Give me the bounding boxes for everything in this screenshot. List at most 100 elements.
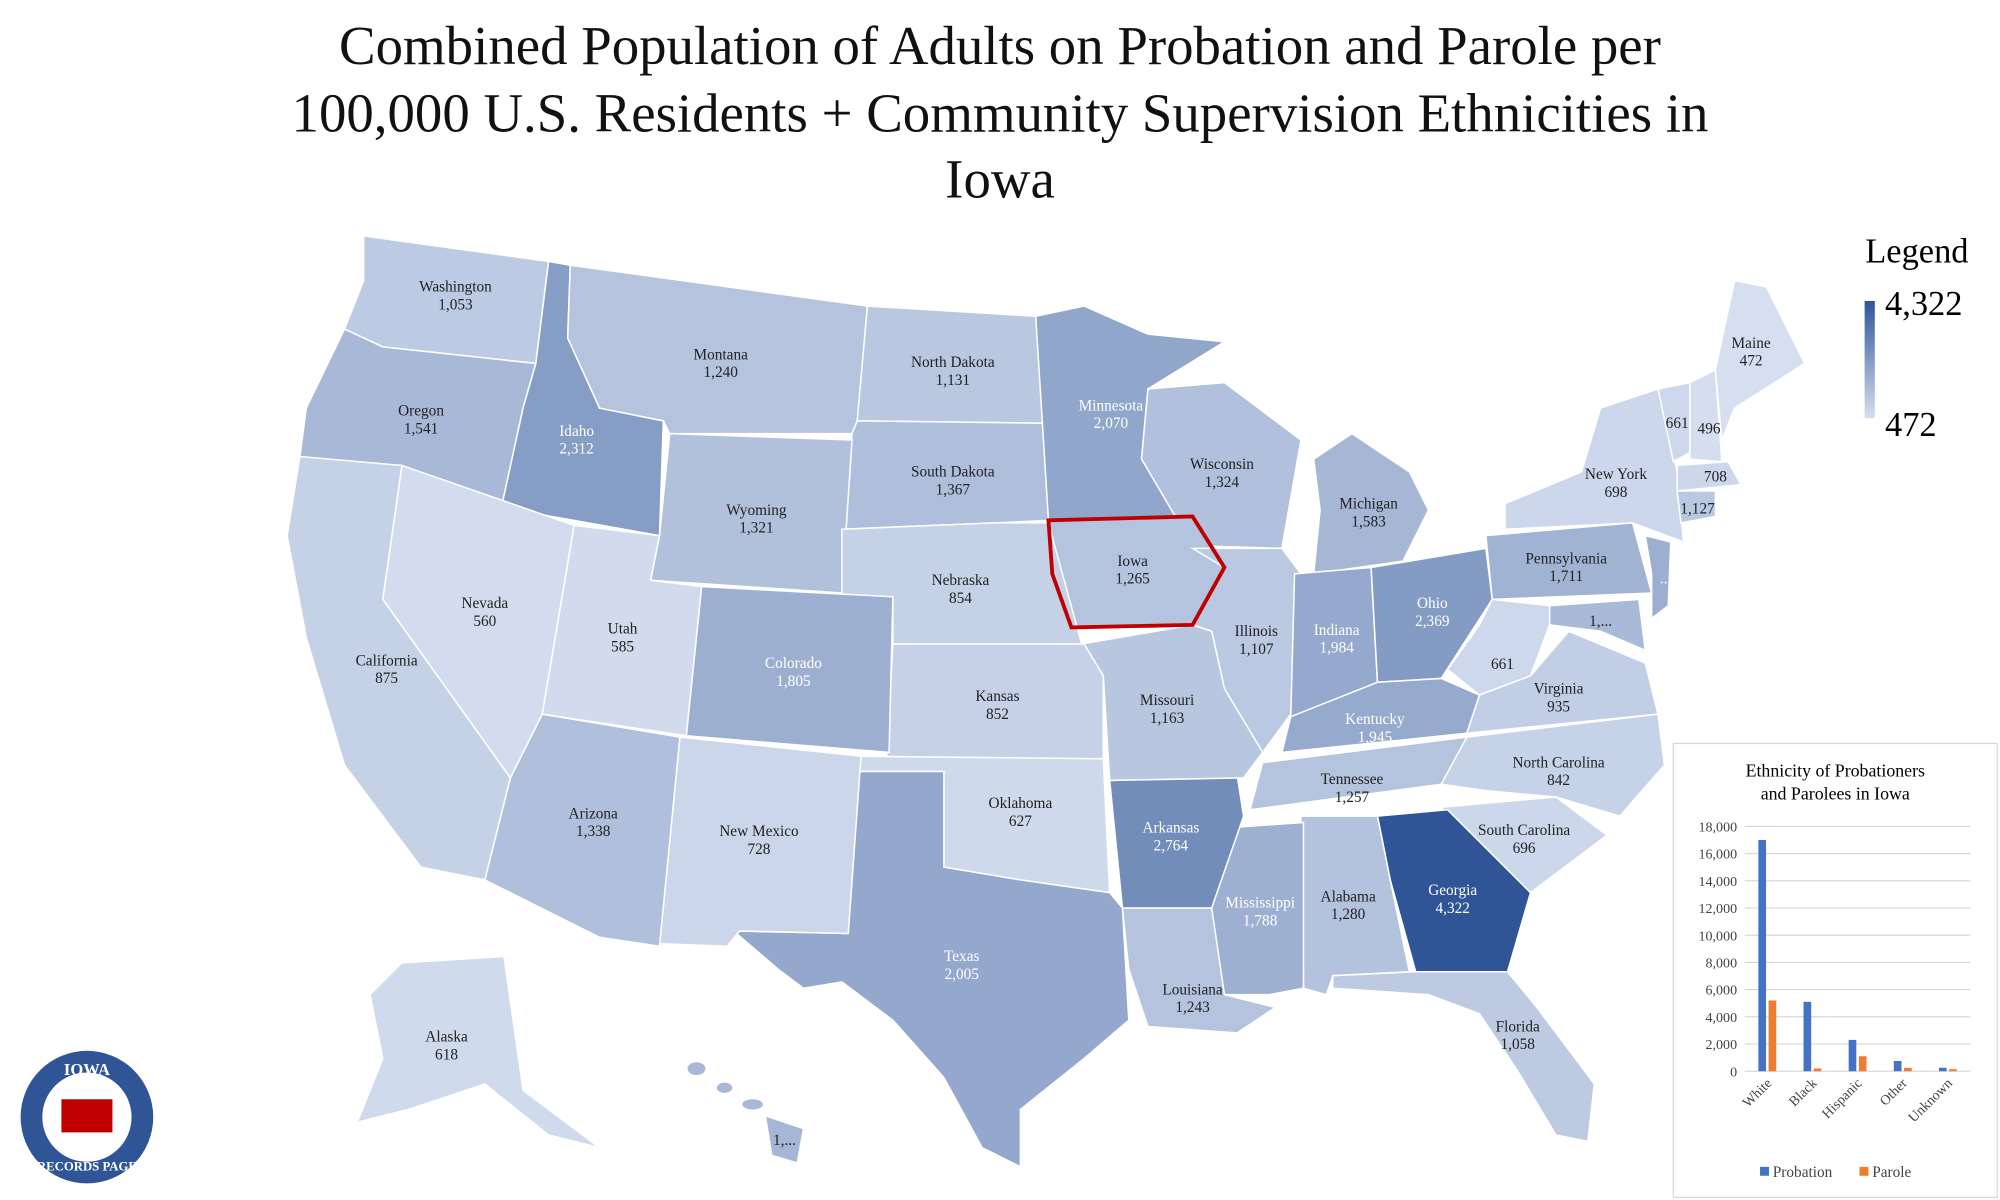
- bar: [1758, 839, 1767, 1072]
- bar: [1848, 1039, 1857, 1072]
- state-name: Texas: [944, 948, 980, 965]
- state-name: South Carolina: [1478, 822, 1570, 839]
- state-value: 854: [949, 590, 972, 607]
- highlight-outline: [1046, 514, 1227, 630]
- state-value: 4,322: [1435, 900, 1469, 917]
- state-value: 1,131: [936, 372, 970, 389]
- state: [1300, 815, 1411, 996]
- state-name: Colorado: [765, 655, 822, 672]
- us-map: [286, 235, 1806, 1169]
- bar: [1768, 1000, 1777, 1072]
- legend: Legend 4,322 472: [1864, 233, 1969, 444]
- hawaii-islands: [687, 1062, 763, 1110]
- state-name: Minnesota: [1079, 397, 1144, 414]
- bar: [1858, 1056, 1867, 1072]
- state-value: 496: [1698, 420, 1721, 437]
- island: [687, 1062, 706, 1076]
- state-value: 2,312: [559, 441, 593, 458]
- state-name: North Carolina: [1512, 754, 1604, 771]
- state: [1676, 490, 1717, 524]
- state-value: 472: [1740, 353, 1763, 370]
- state: [1714, 279, 1806, 441]
- state: [1644, 534, 1672, 621]
- state-name: Alabama: [1321, 888, 1376, 905]
- legend-swatch: [1760, 1166, 1769, 1176]
- state-value: 1,...: [773, 1132, 796, 1149]
- state-value: 1,338: [576, 823, 611, 840]
- bar: [1803, 1001, 1812, 1072]
- state-name: Mississippi: [1225, 895, 1295, 912]
- state-name: Ohio: [1417, 595, 1448, 612]
- state-value: 1,945: [1358, 729, 1393, 746]
- state-value: 1,788: [1243, 913, 1278, 930]
- y-tick-label: 2,000: [1706, 1038, 1738, 1053]
- title-line: Combined Population of Adults on Probati…: [339, 15, 1661, 76]
- state-value: 2,764: [1154, 837, 1189, 854]
- state-name: Idaho: [559, 423, 594, 440]
- state-name: Missouri: [1140, 692, 1194, 709]
- legend-title: Legend: [1865, 233, 1968, 271]
- main-title: Combined Population of Adults on Probati…: [292, 15, 1709, 210]
- state-value: 1,984: [1319, 640, 1354, 657]
- state-value: 1,583: [1351, 513, 1386, 530]
- state-value: 1,257: [1335, 789, 1370, 806]
- state-value: 1,163: [1150, 710, 1185, 727]
- y-tick-label: 10,000: [1699, 929, 1738, 944]
- y-tick-label: 12,000: [1699, 902, 1738, 917]
- state-name: Washington: [419, 279, 492, 296]
- inset-frame: [1672, 742, 1998, 1199]
- state-value: 698: [1604, 484, 1627, 501]
- state-name: Florida: [1496, 1018, 1540, 1035]
- state-name: Arizona: [569, 805, 618, 822]
- state: [731, 770, 1130, 1169]
- title-line: Iowa: [945, 149, 1055, 210]
- state-value: 585: [611, 638, 634, 655]
- state: [1080, 624, 1264, 782]
- logo-top: IOWA: [64, 1060, 110, 1079]
- state-name: Kentucky: [1345, 711, 1405, 728]
- state-value: 1,265: [1115, 571, 1150, 588]
- legend-swatch: [1859, 1166, 1869, 1176]
- state-name: New York: [1585, 466, 1647, 483]
- state-name: Oregon: [398, 402, 444, 419]
- logo-figures: [61, 1099, 113, 1133]
- state: [1312, 432, 1430, 575]
- state: [1121, 907, 1278, 1034]
- state-value: 661: [1491, 656, 1514, 673]
- state-value: 1,280: [1331, 906, 1366, 923]
- state: [649, 432, 853, 594]
- island: [742, 1099, 763, 1110]
- state-name: South Dakota: [911, 464, 995, 481]
- state-value: 2,070: [1094, 415, 1129, 432]
- y-tick-label: 16,000: [1699, 848, 1738, 863]
- state-value: 875: [375, 670, 398, 687]
- state-name: New Mexico: [719, 823, 799, 840]
- title-line: 100,000 U.S. Residents + Community Super…: [292, 82, 1709, 143]
- state-value: 1,107: [1239, 641, 1274, 658]
- y-tick-label: 6,000: [1706, 984, 1738, 999]
- logo-bottom: RECORDS PAGE: [37, 1160, 137, 1174]
- legend-label: Parole: [1872, 1164, 1911, 1181]
- state: [1280, 677, 1481, 754]
- state-name: Utah: [608, 620, 638, 637]
- inset-chart: Ethnicity of Probationers and Parolees i…: [1672, 742, 1998, 1199]
- state-value: 560: [473, 613, 496, 630]
- state: [1370, 547, 1494, 684]
- y-tick-label: 18,000: [1699, 820, 1738, 835]
- state-value: 1,240: [704, 364, 739, 381]
- state-name: Montana: [694, 346, 749, 363]
- state-value: 708: [1704, 469, 1727, 486]
- state-value: 1,053: [438, 297, 473, 314]
- state-value: 1,541: [404, 420, 438, 437]
- state-name: Virginia: [1534, 680, 1584, 697]
- state-value: 1,321: [739, 520, 773, 537]
- state-name: Nebraska: [932, 572, 990, 589]
- bar: [1904, 1067, 1912, 1072]
- state-value: 696: [1513, 840, 1536, 857]
- state-name: Illinois: [1235, 623, 1278, 640]
- state-name: Indiana: [1314, 622, 1360, 639]
- state-name: Tennessee: [1321, 771, 1384, 788]
- state-value: ...: [1660, 571, 1671, 588]
- state-value: 935: [1547, 698, 1570, 715]
